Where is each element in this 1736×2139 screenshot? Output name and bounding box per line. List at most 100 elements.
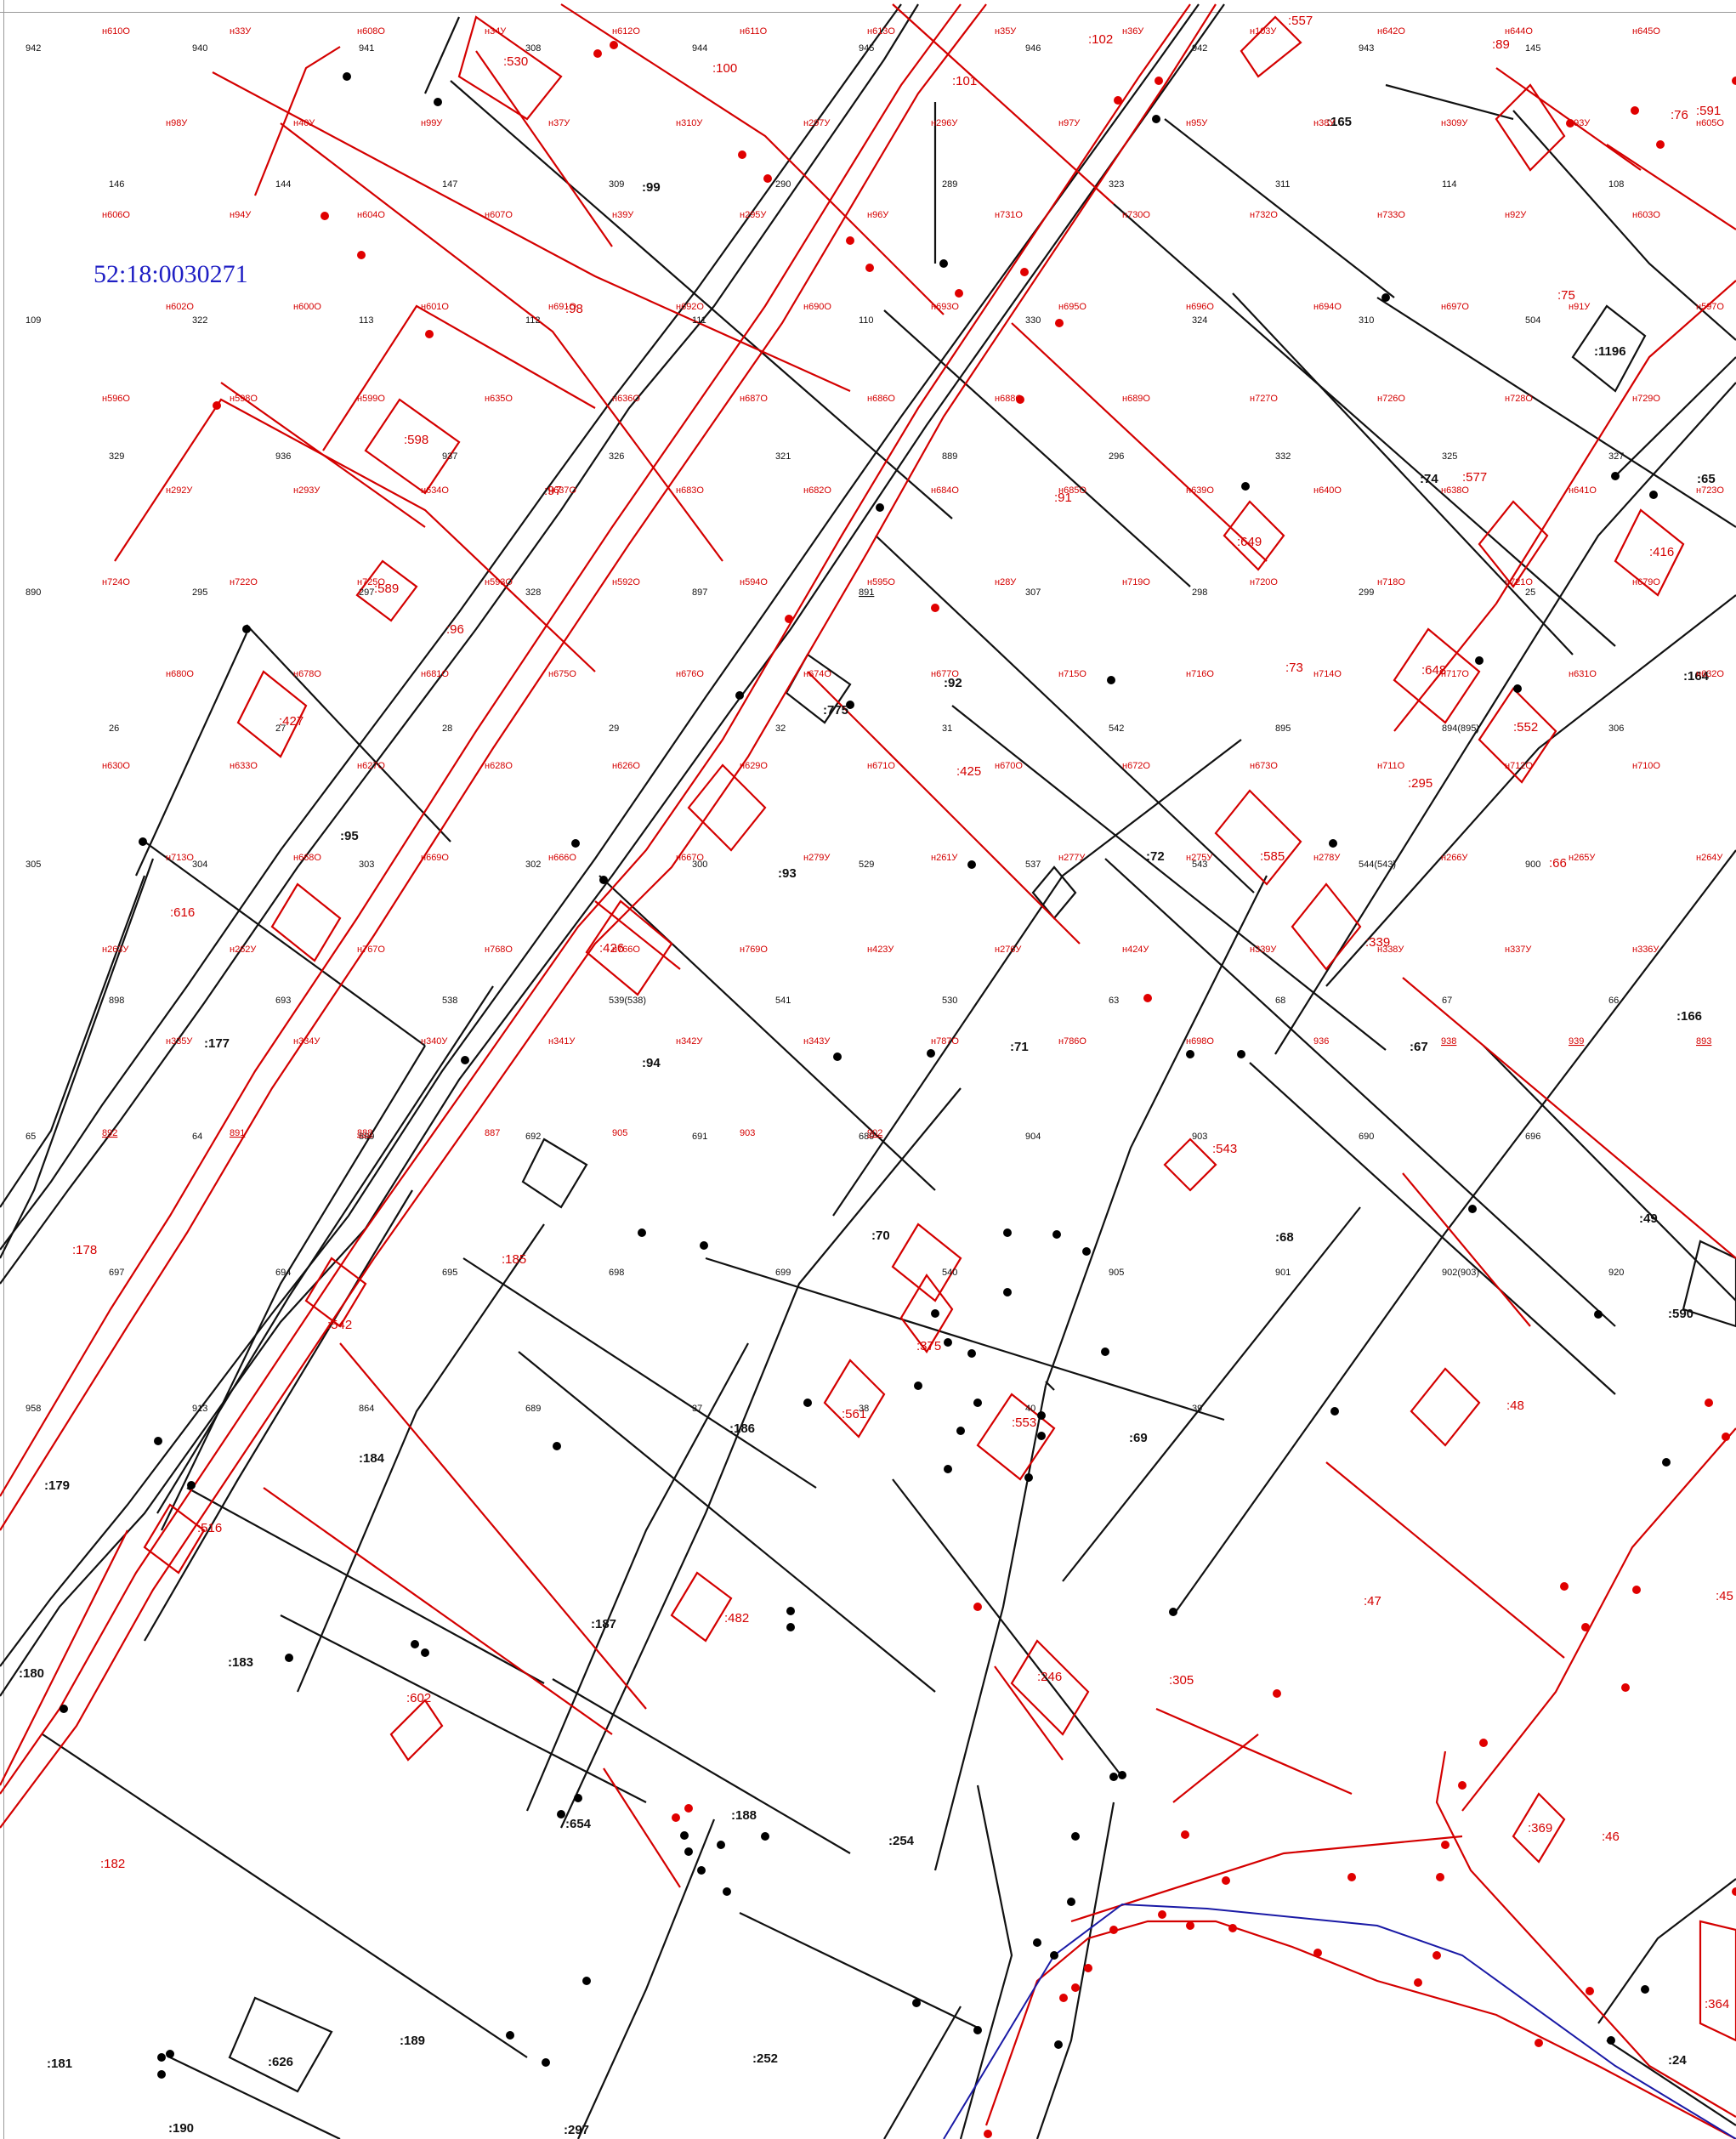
survey-point-existing[interactable] <box>717 1841 725 1849</box>
survey-point-planned[interactable] <box>1432 1951 1441 1960</box>
survey-point-existing[interactable] <box>343 72 351 81</box>
parcel-label[interactable]: :97 <box>544 484 562 498</box>
survey-point-existing[interactable] <box>912 1999 921 2007</box>
survey-point-planned[interactable] <box>425 330 434 338</box>
parcel-label[interactable]: :426 <box>599 941 624 956</box>
survey-point-existing[interactable] <box>1329 839 1337 848</box>
parcel-label[interactable]: :75 <box>1557 288 1575 303</box>
survey-point-existing[interactable] <box>973 1399 982 1407</box>
parcel-label[interactable]: :100 <box>712 61 737 76</box>
parcel-label[interactable]: :46 <box>1602 1830 1620 1844</box>
parcel-label[interactable]: :1196 <box>1594 344 1626 359</box>
survey-point-existing[interactable] <box>927 1049 935 1058</box>
survey-point-planned[interactable] <box>984 2130 992 2138</box>
parcel-label[interactable]: :552 <box>1513 720 1538 735</box>
parcel-label[interactable]: :177 <box>204 1036 230 1051</box>
survey-point-existing[interactable] <box>1475 656 1484 665</box>
parcel-label[interactable]: :530 <box>503 54 528 69</box>
parcel-label[interactable]: :183 <box>228 1655 253 1670</box>
parcel-label[interactable]: :516 <box>197 1521 222 1535</box>
survey-point-existing[interactable] <box>506 2031 514 2040</box>
parcel-label[interactable]: :187 <box>591 1617 616 1631</box>
survey-point-existing[interactable] <box>421 1648 429 1657</box>
parcel-label[interactable]: :577 <box>1462 470 1487 485</box>
parcel-label[interactable]: :297 <box>564 2123 589 2137</box>
parcel-label[interactable]: :98 <box>565 302 583 316</box>
survey-point-planned[interactable] <box>1347 1873 1356 1881</box>
survey-point-planned[interactable] <box>610 41 618 49</box>
parcel-label[interactable]: :95 <box>340 829 359 843</box>
parcel-label[interactable]: :185 <box>502 1252 526 1267</box>
survey-point-existing[interactable] <box>1649 491 1658 499</box>
parcel-label[interactable]: :626 <box>268 2055 293 2069</box>
parcel-label[interactable]: :180 <box>19 1666 44 1681</box>
parcel-label[interactable]: :543 <box>1212 1142 1237 1156</box>
parcel-label[interactable]: :557 <box>1288 14 1313 28</box>
survey-point-existing[interactable] <box>833 1052 842 1061</box>
parcel-label[interactable]: :591 <box>1696 104 1721 118</box>
survey-point-existing[interactable] <box>60 1705 68 1713</box>
survey-point-planned[interactable] <box>1656 140 1665 149</box>
parcel-label[interactable]: :190 <box>168 2121 194 2136</box>
survey-point-existing[interactable] <box>582 1977 591 1985</box>
parcel-label[interactable]: :254 <box>888 1834 915 1848</box>
parcel-label[interactable]: :164 <box>1683 669 1710 684</box>
parcel-label[interactable]: :339 <box>1365 935 1390 950</box>
survey-point-planned[interactable] <box>1586 1987 1594 1995</box>
parcel-label[interactable]: :416 <box>1649 545 1674 559</box>
parcel-label[interactable]: :182 <box>100 1857 125 1871</box>
survey-point-planned[interactable] <box>1154 77 1163 85</box>
survey-point-existing[interactable] <box>1037 1432 1046 1440</box>
survey-point-planned[interactable] <box>1158 1910 1166 1919</box>
survey-point-existing[interactable] <box>786 1623 795 1631</box>
parcel-label[interactable]: :70 <box>871 1228 890 1243</box>
survey-point-existing[interactable] <box>697 1866 706 1875</box>
survey-point-existing[interactable] <box>1082 1247 1091 1256</box>
parcel-label[interactable]: :602 <box>406 1691 431 1705</box>
survey-point-existing[interactable] <box>1468 1205 1477 1213</box>
survey-point-existing[interactable] <box>638 1228 646 1237</box>
parcel-label[interactable]: :425 <box>956 764 981 779</box>
survey-point-existing[interactable] <box>973 2026 982 2034</box>
parcel-label[interactable]: :186 <box>729 1421 755 1436</box>
parcel-label[interactable]: :427 <box>279 714 304 729</box>
survey-point-existing[interactable] <box>786 1607 795 1615</box>
survey-point-planned[interactable] <box>1458 1781 1467 1790</box>
parcel-label[interactable]: :165 <box>1326 115 1352 129</box>
parcel-label[interactable]: :775 <box>823 703 848 718</box>
survey-point-existing[interactable] <box>944 1465 952 1473</box>
survey-point-planned[interactable] <box>1181 1830 1189 1839</box>
survey-point-planned[interactable] <box>1632 1586 1641 1594</box>
parcel-label[interactable]: :561 <box>842 1407 866 1421</box>
survey-point-planned[interactable] <box>1114 96 1122 105</box>
survey-point-planned[interactable] <box>1441 1841 1450 1849</box>
survey-point-planned[interactable] <box>1071 1983 1080 1992</box>
survey-point-existing[interactable] <box>1037 1411 1046 1420</box>
survey-point-planned[interactable] <box>1722 1433 1730 1441</box>
parcel-label[interactable]: :179 <box>44 1478 70 1493</box>
survey-point-planned[interactable] <box>738 150 746 159</box>
parcel-label[interactable]: :542 <box>327 1318 352 1332</box>
survey-point-existing[interactable] <box>599 876 608 884</box>
survey-point-existing[interactable] <box>157 2070 166 2079</box>
parcel-label[interactable]: :91 <box>1054 491 1072 505</box>
survey-point-existing[interactable] <box>571 839 580 848</box>
parcel-label[interactable]: :101 <box>952 74 977 88</box>
survey-point-planned[interactable] <box>1313 1949 1322 1957</box>
survey-point-existing[interactable] <box>434 98 442 106</box>
survey-point-existing[interactable] <box>1109 1773 1118 1781</box>
survey-point-planned[interactable] <box>1222 1876 1230 1885</box>
survey-point-planned[interactable] <box>213 401 221 410</box>
survey-point-existing[interactable] <box>956 1427 965 1435</box>
survey-point-planned[interactable] <box>1414 1978 1422 1987</box>
parcel-label[interactable]: :69 <box>1129 1431 1148 1445</box>
survey-point-existing[interactable] <box>1054 2040 1063 2049</box>
parcel-label[interactable]: :598 <box>404 433 428 447</box>
survey-point-existing[interactable] <box>557 1810 565 1818</box>
survey-point-existing[interactable] <box>700 1241 708 1250</box>
parcel-label[interactable]: :375 <box>916 1339 941 1353</box>
parcel-label[interactable]: :72 <box>1146 849 1165 864</box>
survey-point-existing[interactable] <box>1662 1458 1671 1467</box>
parcel-label[interactable]: :73 <box>1285 661 1303 675</box>
survey-point-existing[interactable] <box>1330 1407 1339 1416</box>
